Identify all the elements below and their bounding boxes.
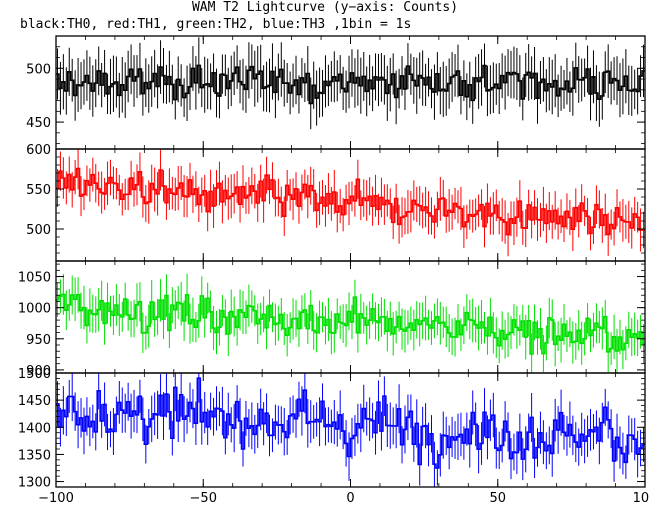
- x-tick-label: 100: [633, 491, 650, 505]
- y-tick-label: 1300: [18, 476, 51, 491]
- chart-subtitle: black:TH0, red:TH1, green:TH2, blue:TH3 …: [20, 17, 412, 32]
- series-th0-curve: [56, 37, 645, 130]
- series-th0-line: [56, 64, 645, 105]
- series-th2-line: [56, 293, 645, 355]
- panel-frame-th1: [55, 148, 646, 262]
- y-tick-label: 500: [26, 62, 51, 77]
- series-th2-curve: [56, 273, 645, 373]
- series-th3-line: [56, 377, 645, 469]
- y-tick-label: 550: [26, 183, 51, 198]
- y-tick-label: 1350: [18, 448, 51, 463]
- y-tick-label: 450: [26, 116, 51, 131]
- y-tick-label: 1400: [18, 421, 51, 436]
- y-tick-label: 1500: [18, 367, 51, 382]
- y-tick-label: 500: [26, 223, 51, 238]
- series-th1-curve: [56, 149, 645, 257]
- x-tick-label: −100: [38, 491, 74, 505]
- series-th3-curve: [56, 373, 645, 487]
- y-tick-label: 1450: [18, 394, 51, 409]
- series-th2-error-bars: [56, 273, 645, 373]
- y-tick-label: 900: [26, 364, 51, 379]
- y-tick-label: 1050: [18, 271, 51, 286]
- y-tick-label: 950: [26, 333, 51, 348]
- y-tick-label: 1000: [18, 302, 51, 317]
- x-tick-label: −50: [190, 491, 217, 505]
- x-tick-label: 0: [346, 491, 354, 505]
- series-th1-line: [56, 167, 645, 236]
- y-tick-label: 600: [26, 143, 51, 158]
- chart-title: WAM T2 Lightcurve (y−axis: Counts): [191, 0, 459, 15]
- x-tick-label: 50: [489, 491, 506, 505]
